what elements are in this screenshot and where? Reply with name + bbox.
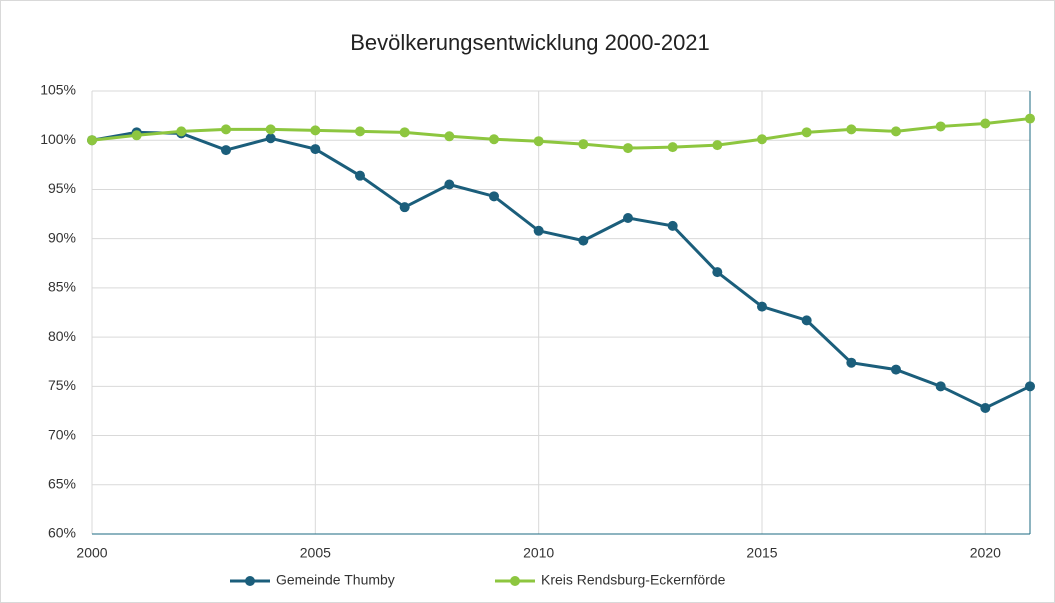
data-point [757,301,767,312]
data-point [578,235,589,246]
data-point [533,136,544,147]
y-tick-label: 85% [48,279,76,295]
data-point [980,118,991,129]
data-point [712,267,723,278]
data-point [399,127,410,138]
data-point [623,212,633,223]
y-tick-label: 65% [48,475,76,491]
y-tick-label: 90% [48,229,76,245]
series-line [91,117,1031,150]
data-point [935,121,946,132]
data-point [444,131,455,142]
data-point [176,126,187,137]
x-tick-label: 2005 [300,545,331,561]
legend-marker [510,576,520,586]
data-point [399,202,410,213]
data-point [489,134,499,145]
y-tick-label: 100% [40,131,76,147]
data-point [980,402,991,413]
legend-marker [245,576,255,586]
data-point [846,357,857,368]
legend-label: Gemeinde Thumby [276,572,395,588]
data-point [489,191,499,202]
y-tick-label: 75% [48,377,76,393]
series-line [91,130,1031,410]
data-point [1025,381,1035,392]
data-point [310,144,321,155]
data-point [801,127,812,138]
y-tick-label: 80% [48,328,76,344]
data-point [801,315,812,326]
data-point [891,126,901,137]
data-point [221,145,231,156]
data-point [846,124,857,135]
y-tick-label: 95% [48,180,76,196]
data-point [891,364,901,375]
data-point [87,135,97,146]
x-tick-label: 2015 [746,545,777,561]
data-point [444,179,455,190]
data-point [935,381,946,392]
x-tick-label: 2000 [76,545,107,561]
data-point [265,133,276,144]
data-point [1025,113,1035,124]
y-tick-label: 60% [48,525,76,541]
data-point [131,130,142,141]
data-point [712,140,723,151]
data-point [310,125,321,136]
data-point [667,142,678,153]
data-point [265,124,276,135]
chart-title: Bevölkerungsentwicklung 2000-2021 [350,30,710,55]
data-point [533,225,544,236]
data-point [221,124,231,135]
data-point [355,126,365,137]
x-tick-label: 2010 [523,545,554,561]
x-tick-label: 2020 [970,545,1001,561]
data-point [355,170,365,181]
data-point [757,134,767,145]
data-point [667,220,678,231]
data-point [623,143,633,154]
data-point [578,139,589,150]
y-tick-label: 70% [48,426,76,442]
y-tick-label: 105% [40,82,76,98]
legend-label: Kreis Rendsburg-Eckernförde [541,572,726,588]
